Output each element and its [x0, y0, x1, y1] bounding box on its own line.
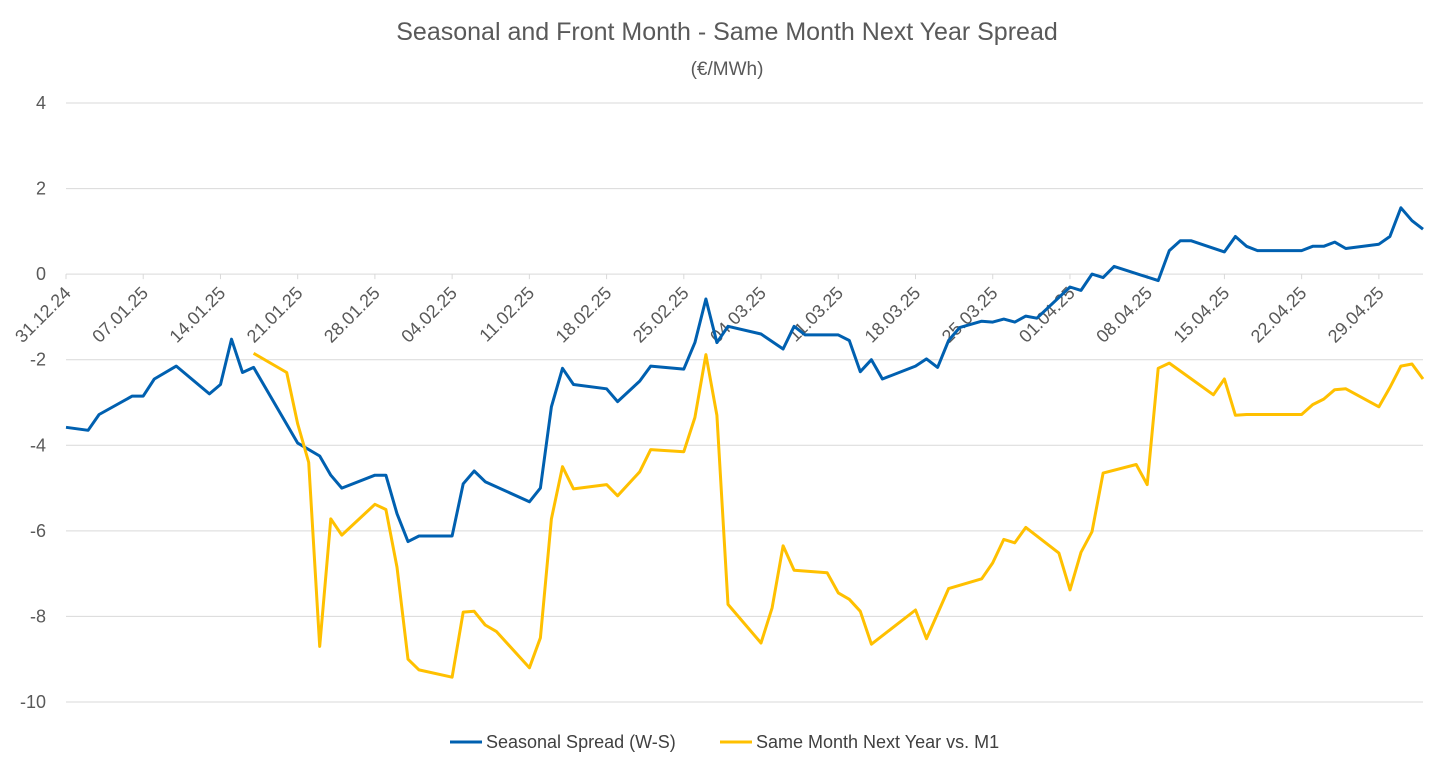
y-tick-label: -2: [30, 350, 46, 370]
legend-label-seasonal-spread: Seasonal Spread (W-S): [486, 732, 676, 752]
x-tick-label: 31.12.24: [11, 283, 75, 347]
legend-label-same-month-next-year: Same Month Next Year vs. M1: [756, 732, 999, 752]
x-tick-label: 29.04.25: [1324, 283, 1388, 347]
x-tick-label: 18.02.25: [552, 283, 616, 347]
chart-subtitle: (€/MWh): [691, 59, 764, 80]
chart-title: Seasonal and Front Month - Same Month Ne…: [396, 18, 1058, 46]
x-tick-label: 04.02.25: [397, 283, 461, 347]
y-tick-label: -4: [30, 435, 46, 455]
y-tick-label: -6: [30, 521, 46, 541]
x-tick-label: 01.04.25: [1015, 283, 1079, 347]
y-tick-label: 2: [36, 179, 46, 199]
gridlines: [66, 102, 1423, 703]
x-tick-label: 07.01.25: [88, 283, 152, 347]
x-tick-label: 25.03.25: [938, 283, 1002, 347]
x-tick-label: 22.04.25: [1247, 283, 1311, 347]
x-tick-label: 21.01.25: [243, 283, 307, 347]
x-tick-label: 18.03.25: [861, 283, 925, 347]
x-tick-label: 15.04.25: [1170, 283, 1234, 347]
series-lines: [65, 206, 1425, 679]
legend: Seasonal Spread (W-S) Same Month Next Ye…: [450, 732, 999, 752]
series-line-1: [252, 352, 1425, 679]
x-tick-label: 11.02.25: [475, 283, 538, 346]
x-tick-label: 14.01.25: [166, 283, 230, 347]
x-tick-label: 08.04.25: [1092, 283, 1156, 347]
y-tick-label: 4: [36, 93, 46, 113]
y-axis-ticks: 4 2 0 -2 -4 -6 -8 -10: [20, 93, 46, 712]
x-axis-ticks: 31.12.24 07.01.25 14.01.25 21.01.25 28.01.25…: [11, 274, 1388, 347]
x-tick-label: 25.02.25: [629, 283, 693, 347]
y-tick-label: -8: [30, 606, 46, 626]
series-line-0: [65, 206, 1424, 544]
x-tick-label: 28.01.25: [320, 283, 384, 347]
y-tick-label: -10: [20, 692, 46, 712]
y-tick-label: 0: [36, 264, 46, 284]
